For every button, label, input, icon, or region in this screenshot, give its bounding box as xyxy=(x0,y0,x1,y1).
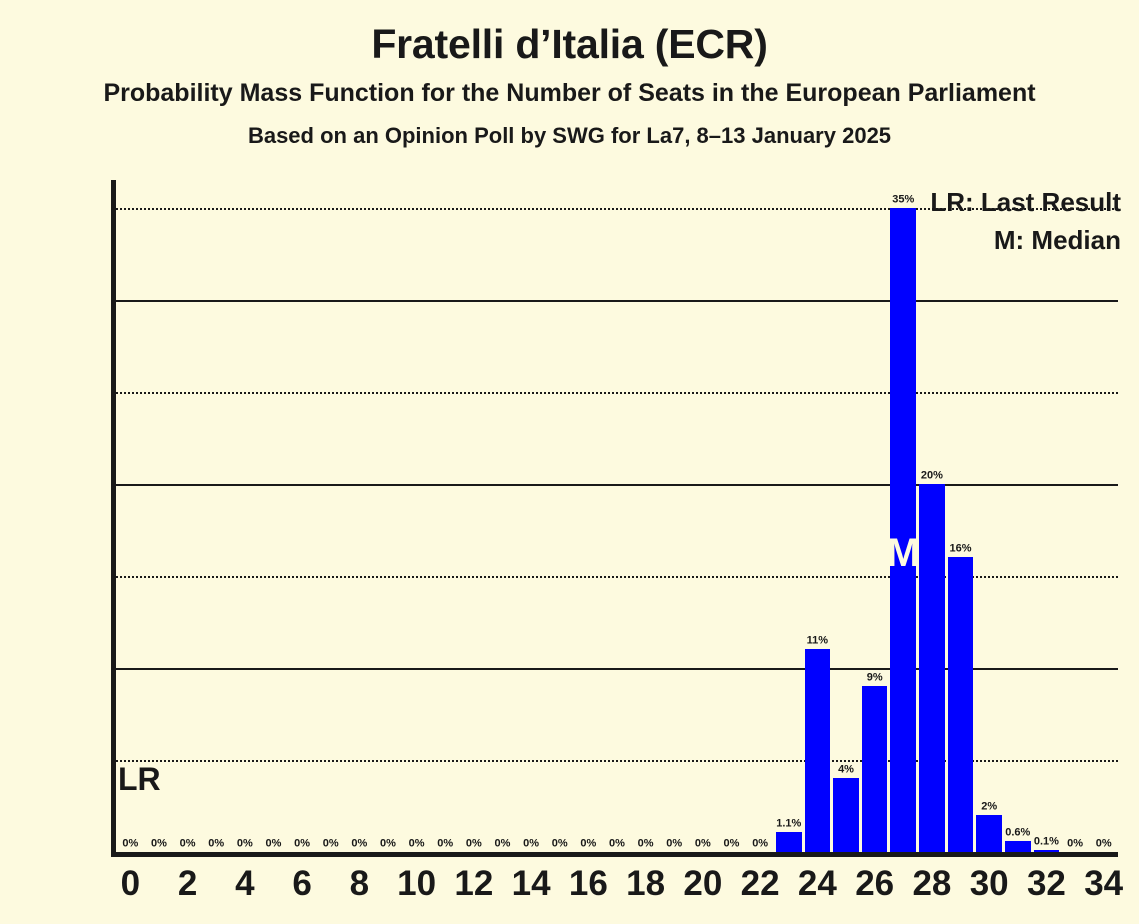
x-axis-tick-label-34: 34 xyxy=(1084,864,1124,903)
bar-value-label-6: 0% xyxy=(294,837,311,850)
bar-value-label-13: 0% xyxy=(494,837,511,850)
gridline-major-10 xyxy=(116,667,1118,670)
page-title: Fratelli d’Italia (ECR) xyxy=(371,21,768,67)
bar-value-label-26: 9% xyxy=(866,671,883,684)
x-axis-tick-label-6: 6 xyxy=(292,864,312,903)
bar-seat-23 xyxy=(775,831,802,852)
legend-item-median: M: Median xyxy=(993,224,1121,255)
bar-value-label-19: 0% xyxy=(666,837,683,850)
x-axis-tick-label-10: 10 xyxy=(397,864,437,903)
bar-value-label-24: 11% xyxy=(806,634,829,647)
bar-value-label-20: 0% xyxy=(694,837,711,850)
bar-seat-32 xyxy=(1033,850,1060,852)
bar-seat-27 xyxy=(890,207,917,852)
bar-value-label-27: 35% xyxy=(892,192,915,205)
legend-item-last-result: LR: Last Result xyxy=(930,187,1121,217)
bar-value-label-8: 0% xyxy=(351,837,368,850)
bar-value-label-7: 0% xyxy=(322,837,339,850)
y-axis-line xyxy=(111,180,116,857)
chart-subtitle: Probability Mass Function for the Number… xyxy=(103,79,1036,108)
chart-legend: LR: Last Result M: Median xyxy=(930,184,1121,259)
x-axis-tick-label-32: 32 xyxy=(1026,864,1066,903)
last-result-marker: LR xyxy=(118,760,161,797)
title-block: Fratelli d’Italia (ECR) Probability Mass… xyxy=(0,0,1139,148)
bar-value-label-5: 0% xyxy=(265,837,282,850)
bar-value-label-0: 0% xyxy=(122,837,139,850)
bar-value-label-33: 0% xyxy=(1067,837,1083,850)
bar-value-label-17: 0% xyxy=(609,837,625,850)
x-axis-tick-label-16: 16 xyxy=(568,864,608,903)
bar-value-label-4: 0% xyxy=(236,837,253,850)
bar-value-label-16: 0% xyxy=(580,837,597,850)
x-axis-tick-label-22: 22 xyxy=(740,864,780,903)
x-axis-tick-label-28: 28 xyxy=(912,864,952,903)
gridline-minor-25 xyxy=(116,391,1118,394)
x-axis-tick-label-26: 26 xyxy=(855,864,895,903)
bar-value-label-31: 0.6% xyxy=(1005,826,1031,839)
bar-seat-29 xyxy=(947,557,974,852)
gridline-minor-35 xyxy=(116,207,1118,210)
bar-value-label-12: 0% xyxy=(465,837,482,850)
bar-value-label-14: 0% xyxy=(523,837,540,850)
bar-seat-25 xyxy=(833,778,859,852)
bar-value-label-11: 0% xyxy=(437,837,454,850)
bar-value-label-30: 2% xyxy=(981,800,998,813)
bar-seat-28 xyxy=(919,483,945,852)
bar-value-label-23: 1.1% xyxy=(776,817,802,830)
x-axis-tick-label-12: 12 xyxy=(454,864,494,903)
x-axis-line xyxy=(111,852,1118,857)
bar-value-label-3: 0% xyxy=(208,837,225,850)
x-axis-tick-label-2: 2 xyxy=(177,864,198,903)
x-axis-tick-label-30: 30 xyxy=(969,864,1009,903)
bar-value-label-2: 0% xyxy=(179,837,196,850)
x-axis-tick-label-4: 4 xyxy=(235,864,255,903)
bar-value-label-29: 16% xyxy=(949,542,972,555)
bar-value-label-15: 0% xyxy=(551,837,568,850)
x-axis-tick-label-14: 14 xyxy=(511,864,551,903)
bar-value-label-18: 0% xyxy=(637,837,654,850)
x-axis-tick-label-20: 20 xyxy=(683,864,723,903)
bar-value-label-22: 0% xyxy=(752,837,769,850)
gridline-minor-15 xyxy=(116,575,1118,578)
gridline-minor-5 xyxy=(116,759,1118,762)
plot-area: 10%20%30% 0%0%0%0%0%0%0%0%0%0%0%0%0%0%0%… xyxy=(111,180,1118,857)
x-axis-tick-label-24: 24 xyxy=(797,864,837,903)
bar-seat-26 xyxy=(861,686,888,852)
x-axis-tick-label-18: 18 xyxy=(626,864,666,903)
bar-value-label-21: 0% xyxy=(723,837,740,850)
bar-value-label-25: 4% xyxy=(838,763,854,776)
x-axis-labels: 0 2 4 6 8 10 12 14 16 18 20 22 24 26 28 30 32 34 xyxy=(116,864,1124,916)
x-axis-tick-label-0: 0 xyxy=(120,864,141,903)
bar-value-label-9: 0% xyxy=(380,837,396,850)
x-axis-tick-label-8: 8 xyxy=(349,864,370,903)
chart-source-subtitle: Based on an Opinion Poll by SWG for La7,… xyxy=(247,122,892,148)
bar-value-label-34: 0% xyxy=(1095,837,1112,850)
bar-seat-24 xyxy=(804,649,831,852)
gridline-major-30 xyxy=(116,299,1118,302)
bar-value-label-10: 0% xyxy=(408,837,425,850)
bar-value-label-28: 20% xyxy=(920,469,943,482)
bar-value-label-32: 0.1% xyxy=(1033,835,1059,848)
bar-seat-30 xyxy=(976,815,1002,852)
bar-seat-31 xyxy=(1004,840,1031,852)
bar-value-label-1: 0% xyxy=(150,837,167,850)
gridline-major-20 xyxy=(116,483,1118,486)
